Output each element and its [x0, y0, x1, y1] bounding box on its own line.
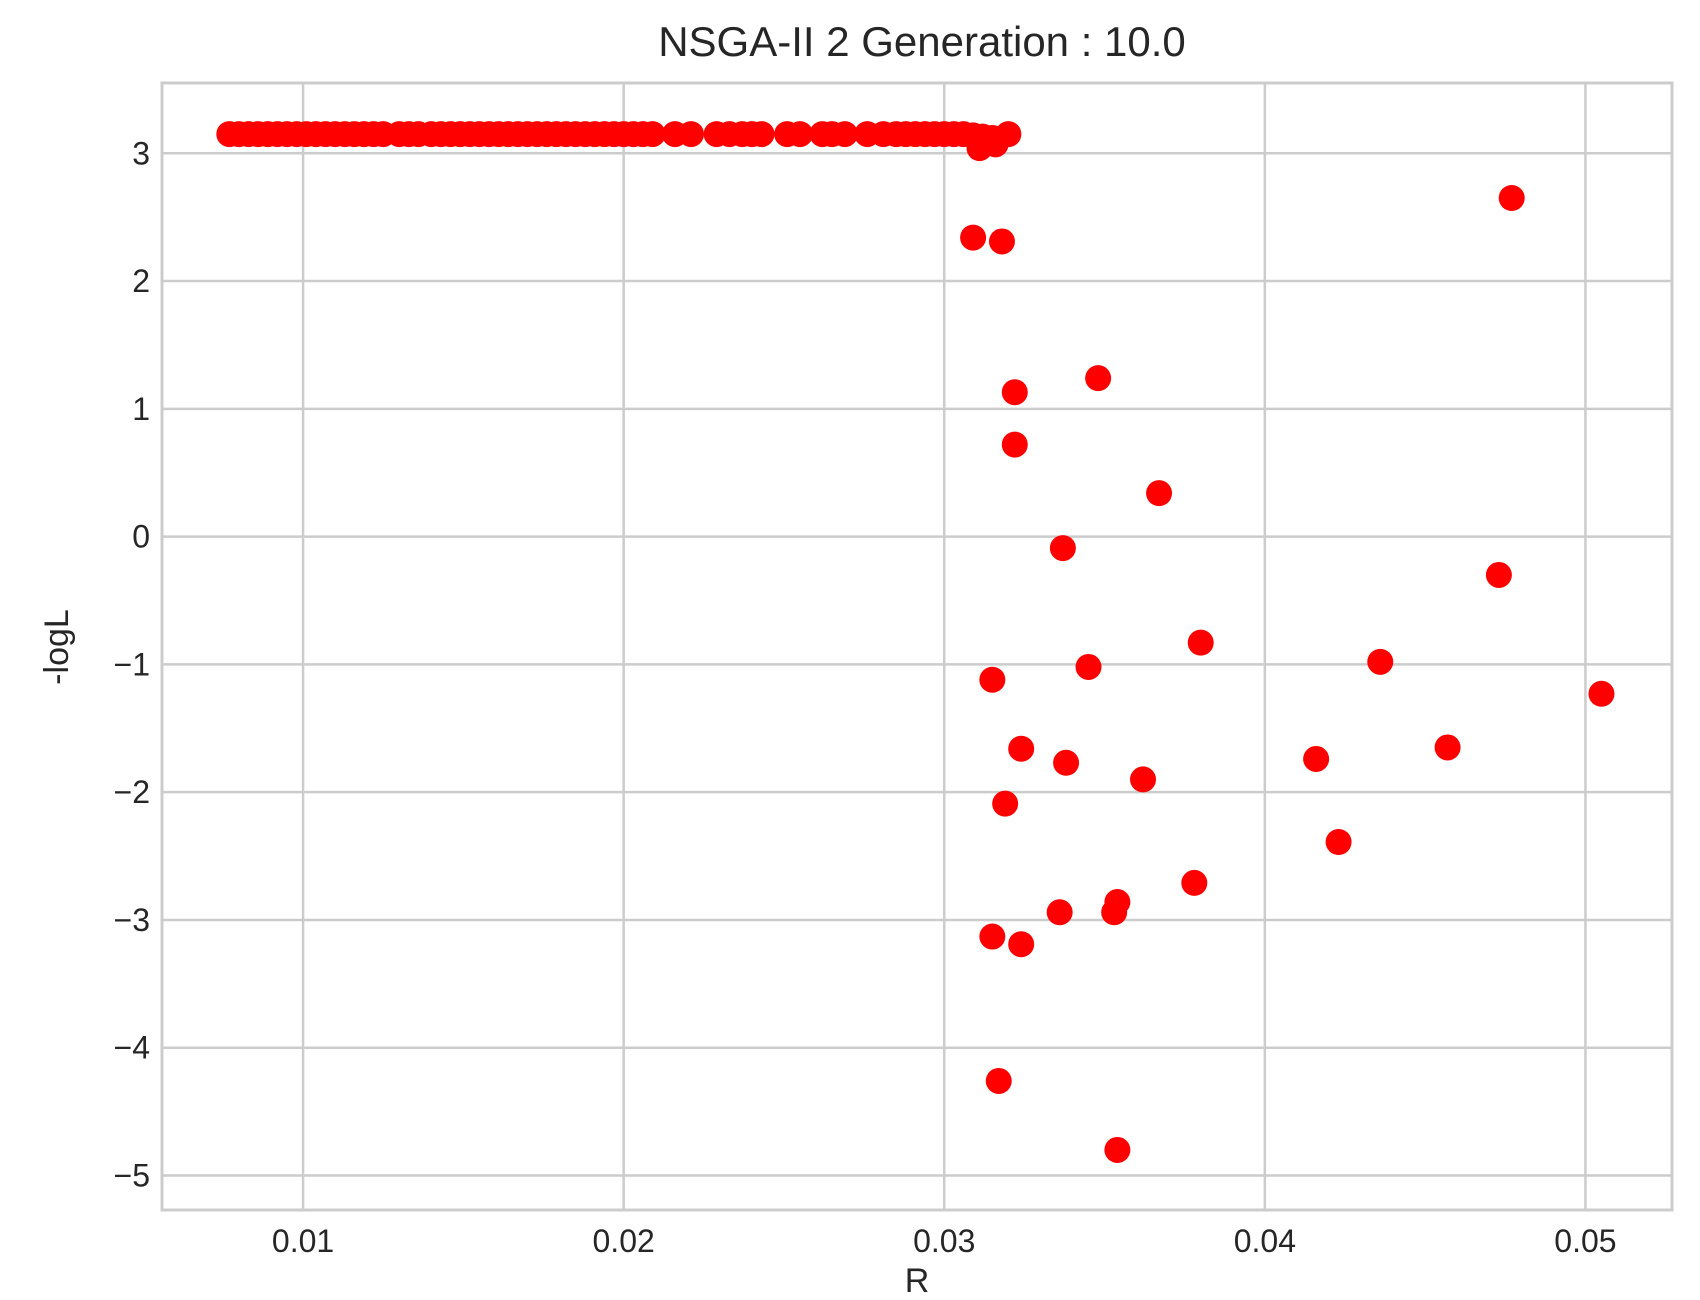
- x-tick-label: 0.03: [913, 1223, 975, 1259]
- y-tick-label: 0: [132, 519, 150, 555]
- y-tick-label: −3: [114, 902, 150, 938]
- data-point: [1181, 869, 1208, 896]
- data-point: [982, 131, 1009, 158]
- y-tick-label: −2: [114, 774, 150, 810]
- data-point: [1001, 379, 1028, 406]
- data-point: [1008, 735, 1035, 762]
- data-point: [1085, 365, 1112, 392]
- data-point: [1367, 648, 1394, 675]
- data-point: [1104, 1136, 1131, 1163]
- y-tick-label: −4: [114, 1030, 150, 1066]
- data-point: [1049, 535, 1076, 562]
- y-tick-label: 3: [132, 135, 150, 171]
- data-point: [960, 224, 987, 251]
- data-point: [677, 121, 704, 148]
- y-tick-label: −1: [114, 646, 150, 682]
- chart-title: NSGA-II 2 Generation : 10.0: [658, 18, 1186, 65]
- data-point: [1075, 653, 1102, 680]
- grid: [162, 83, 1672, 1210]
- data-point: [1053, 749, 1080, 776]
- data-point: [831, 121, 858, 148]
- data-point: [1187, 629, 1214, 656]
- data-point: [786, 121, 813, 148]
- data-point: [1498, 185, 1525, 211]
- data-point: [1101, 899, 1128, 926]
- data-point: [1303, 745, 1330, 772]
- data-point: [639, 121, 666, 148]
- x-tick-label: 0.02: [593, 1223, 655, 1259]
- data-point: [979, 666, 1006, 693]
- plot-frame: [160, 81, 1674, 1212]
- x-axis-ticks: 0.01 0.02 0.03 0.04 0.05: [272, 1223, 1617, 1259]
- y-tick-label: 2: [132, 263, 150, 299]
- data-point: [1130, 766, 1157, 793]
- data-point: [1485, 561, 1512, 588]
- data-point: [1325, 829, 1352, 855]
- data-point: [985, 1067, 1012, 1094]
- data-point: [1588, 680, 1615, 707]
- data-point: [1008, 931, 1035, 958]
- x-axis-label: R: [905, 1262, 930, 1300]
- x-tick-label: 0.01: [272, 1223, 334, 1259]
- data-point: [988, 228, 1015, 255]
- y-axis-label: -logL: [38, 609, 76, 685]
- data-point: [748, 121, 775, 148]
- data-point: [992, 790, 1019, 817]
- data-point: [1046, 899, 1073, 926]
- data-point: [979, 923, 1006, 950]
- data-points: [216, 121, 1615, 1163]
- data-point: [1434, 734, 1461, 761]
- data-point: [1146, 480, 1173, 507]
- y-tick-label: 1: [132, 391, 150, 427]
- y-tick-label: −5: [114, 1158, 150, 1194]
- x-tick-label: 0.05: [1554, 1223, 1616, 1259]
- data-point: [1001, 431, 1028, 458]
- y-axis-ticks: 3 2 1 0 −1 −2 −3 −4 −5: [114, 135, 150, 1193]
- x-tick-label: 0.04: [1234, 1223, 1296, 1259]
